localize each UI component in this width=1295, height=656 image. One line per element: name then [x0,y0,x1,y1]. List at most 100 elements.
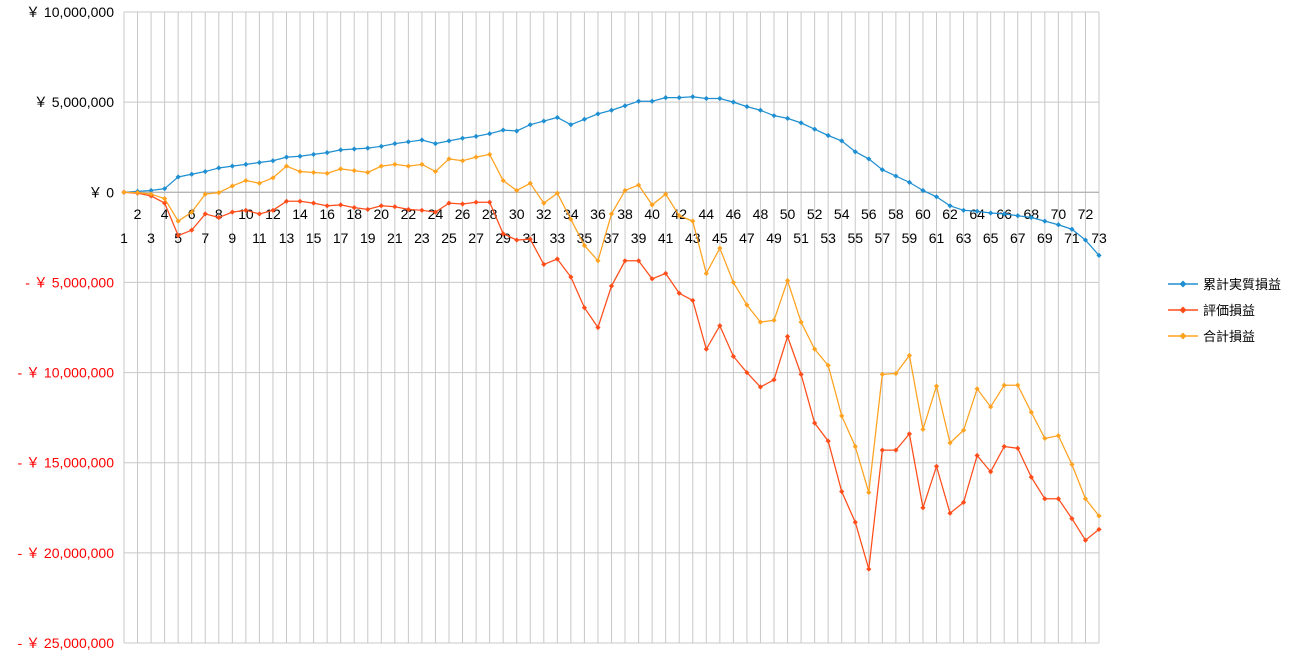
data-point [365,145,371,151]
data-point [256,211,263,217]
x-tick-label: 47 [739,230,755,246]
data-point [365,206,371,213]
data-point [757,384,764,390]
data-point [1042,218,1048,224]
y-tick-label: - ￥ 15,000,000 [17,455,114,471]
data-point [216,214,222,221]
data-point [1055,496,1061,502]
x-tick-label: 15 [306,230,322,246]
data-point [392,141,398,147]
data-point [297,198,303,204]
data-point [283,198,290,204]
x-tick-label: 72 [1078,206,1094,222]
data-point [839,488,845,495]
data-point [419,161,425,167]
x-tick-label: 37 [604,230,620,246]
data-point [256,180,263,186]
data-point [635,258,642,264]
data-point [541,118,547,124]
data-point [419,207,425,213]
data-point [974,208,980,214]
data-point [527,122,533,128]
data-point [568,274,574,280]
data-point [378,143,384,149]
data-point [202,211,208,217]
x-tick-label: 53 [820,230,836,246]
data-point [879,371,885,377]
data-point [1082,496,1089,502]
data-point [175,174,181,180]
data-point [527,180,533,186]
data-point [351,205,357,211]
x-tick-label: 3 [147,230,155,246]
y-tick-label: ￥ 5,000,000 [34,94,114,110]
x-tick-label: 11 [252,230,267,246]
x-tick-label: 16 [319,206,335,222]
series-group [121,94,1102,572]
data-point [459,201,466,207]
data-point [554,114,560,121]
series-1 [121,94,1102,258]
data-point [500,177,506,184]
data-point [270,207,276,213]
x-tick-label: 46 [726,206,742,222]
data-point [608,283,615,289]
data-point [405,163,411,169]
data-point [1028,409,1034,415]
data-point [622,258,628,264]
data-point [960,427,967,433]
data-point [554,256,560,262]
data-point [581,305,588,311]
data-point [1069,461,1075,468]
data-point [1015,213,1021,219]
x-tick-label: 63 [956,230,972,246]
data-point [852,443,858,450]
data-point [893,173,899,179]
data-point [595,111,601,117]
data-point [243,207,249,213]
data-point [500,231,506,237]
x-tick-label: 70 [1051,206,1067,222]
legend-marker [1179,332,1187,340]
data-point [635,98,642,104]
legend-item: 累計実質損益 [1168,277,1281,292]
x-tick-label: 71 [1064,230,1080,246]
data-point [270,175,276,181]
data-point [771,377,777,383]
data-point [162,186,168,192]
data-point [310,200,317,206]
data-point [784,115,791,121]
y-tick-label: ￥ 0 [88,184,114,200]
data-point [690,94,696,100]
data-point [297,168,303,175]
data-point [229,209,235,215]
data-point [432,141,439,147]
x-tick-label: 36 [590,206,606,222]
data-point [175,218,181,224]
data-point [446,156,452,162]
data-point [324,170,330,176]
data-point [243,177,249,184]
y-tick-label: - ￥ 25,000,000 [17,635,114,651]
data-point [1069,226,1075,232]
legend-label: 累計実質損益 [1203,277,1281,292]
data-point [162,195,168,202]
legend-item: 合計損益 [1168,329,1255,344]
data-point [229,163,235,169]
data-point [663,191,669,197]
data-point [121,189,127,195]
data-point [1055,433,1061,439]
data-point [554,190,560,196]
x-tick-label: 48 [753,206,769,222]
x-tick-label: 28 [482,206,498,222]
data-point [392,161,398,167]
data-point [392,204,398,210]
x-tick-label: 30 [509,206,525,222]
data-point [649,202,655,208]
data-point [514,128,520,134]
data-point [459,158,466,164]
data-point [500,127,506,133]
data-point [351,168,357,174]
